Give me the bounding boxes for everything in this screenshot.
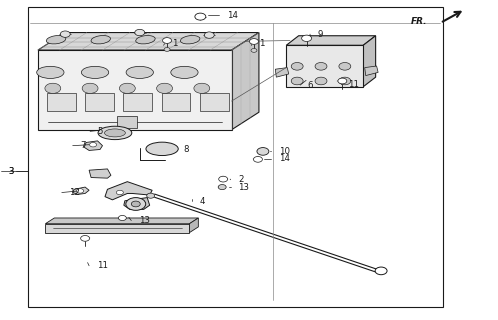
Text: 11: 11 bbox=[97, 261, 108, 270]
Text: 14: 14 bbox=[227, 11, 238, 20]
Text: 2: 2 bbox=[238, 175, 244, 184]
Circle shape bbox=[249, 39, 258, 44]
Polygon shape bbox=[286, 36, 375, 45]
Circle shape bbox=[194, 83, 210, 93]
Polygon shape bbox=[84, 141, 103, 150]
Polygon shape bbox=[105, 182, 152, 200]
Text: 1: 1 bbox=[259, 39, 264, 48]
Polygon shape bbox=[189, 218, 198, 233]
Ellipse shape bbox=[105, 129, 125, 137]
Text: 4: 4 bbox=[199, 197, 205, 206]
Bar bbox=[200, 93, 229, 111]
Circle shape bbox=[218, 185, 226, 190]
Circle shape bbox=[82, 83, 98, 93]
Polygon shape bbox=[89, 169, 111, 178]
Text: 13: 13 bbox=[139, 216, 150, 225]
Bar bbox=[286, 45, 363, 87]
Circle shape bbox=[339, 62, 351, 70]
Text: 9: 9 bbox=[318, 30, 323, 39]
Circle shape bbox=[339, 77, 351, 85]
Text: 11: 11 bbox=[348, 80, 360, 89]
Text: 14: 14 bbox=[279, 154, 290, 163]
Circle shape bbox=[204, 32, 214, 38]
Circle shape bbox=[90, 142, 97, 147]
Bar bbox=[85, 93, 114, 111]
Polygon shape bbox=[363, 36, 375, 87]
Circle shape bbox=[117, 190, 124, 195]
Ellipse shape bbox=[180, 36, 200, 44]
Text: 6: 6 bbox=[308, 81, 313, 90]
Text: 3: 3 bbox=[8, 167, 14, 176]
Ellipse shape bbox=[46, 36, 66, 44]
Circle shape bbox=[375, 267, 387, 275]
Polygon shape bbox=[73, 187, 89, 195]
Bar bbox=[47, 93, 76, 111]
Text: 13: 13 bbox=[238, 183, 249, 192]
Bar bbox=[38, 50, 232, 130]
Bar bbox=[161, 93, 190, 111]
Bar bbox=[118, 116, 137, 127]
Circle shape bbox=[81, 236, 90, 241]
Circle shape bbox=[253, 156, 262, 162]
Polygon shape bbox=[45, 218, 198, 224]
Circle shape bbox=[219, 176, 228, 182]
Circle shape bbox=[338, 78, 347, 84]
Circle shape bbox=[157, 83, 172, 93]
Text: 8: 8 bbox=[183, 145, 189, 154]
Circle shape bbox=[135, 29, 145, 36]
Text: 7: 7 bbox=[80, 141, 86, 150]
Ellipse shape bbox=[37, 66, 64, 78]
Bar bbox=[28, 7, 443, 307]
Circle shape bbox=[119, 215, 126, 220]
Ellipse shape bbox=[171, 66, 198, 78]
Circle shape bbox=[315, 62, 327, 70]
Ellipse shape bbox=[91, 36, 111, 44]
Circle shape bbox=[315, 77, 327, 85]
Circle shape bbox=[126, 197, 146, 210]
Circle shape bbox=[257, 148, 269, 155]
Text: 5: 5 bbox=[98, 127, 103, 136]
Circle shape bbox=[302, 35, 312, 42]
Circle shape bbox=[195, 13, 206, 20]
Circle shape bbox=[164, 48, 170, 51]
Text: 12: 12 bbox=[69, 188, 80, 197]
Polygon shape bbox=[38, 33, 259, 50]
Ellipse shape bbox=[136, 36, 155, 44]
Text: 1: 1 bbox=[172, 39, 177, 48]
Circle shape bbox=[45, 83, 61, 93]
Circle shape bbox=[131, 201, 140, 207]
Bar bbox=[124, 93, 152, 111]
Circle shape bbox=[162, 38, 171, 44]
Text: 3: 3 bbox=[8, 167, 14, 176]
Ellipse shape bbox=[126, 66, 153, 78]
Polygon shape bbox=[232, 33, 259, 130]
Ellipse shape bbox=[98, 126, 132, 140]
Text: FR.: FR. bbox=[411, 17, 428, 26]
Circle shape bbox=[291, 77, 303, 85]
Circle shape bbox=[251, 49, 257, 52]
Ellipse shape bbox=[146, 142, 178, 156]
Polygon shape bbox=[124, 197, 150, 209]
Polygon shape bbox=[365, 66, 378, 76]
Circle shape bbox=[291, 62, 303, 70]
Bar bbox=[45, 224, 189, 233]
Circle shape bbox=[147, 193, 155, 198]
Polygon shape bbox=[275, 68, 289, 77]
Circle shape bbox=[60, 31, 70, 37]
Circle shape bbox=[77, 189, 84, 193]
Ellipse shape bbox=[81, 66, 109, 78]
Circle shape bbox=[120, 83, 135, 93]
Text: 10: 10 bbox=[279, 147, 290, 156]
